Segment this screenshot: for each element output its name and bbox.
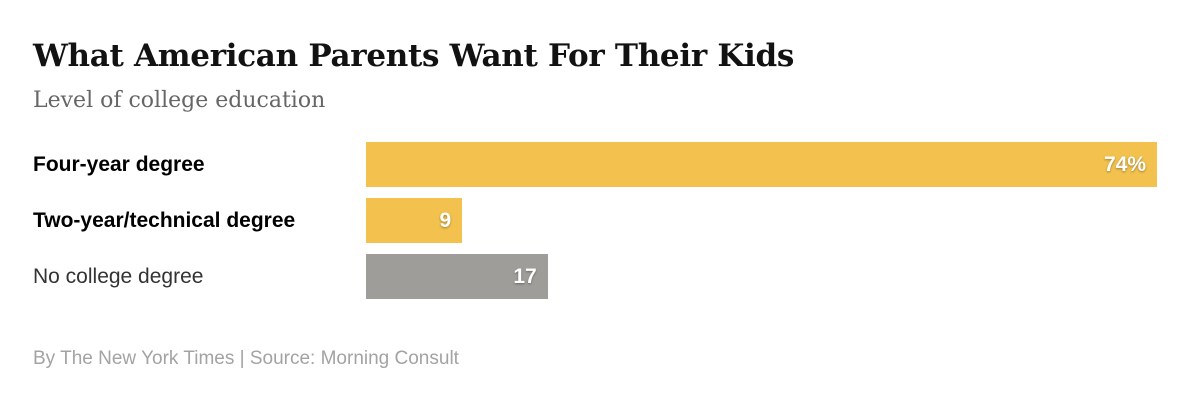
category-label: Two-year/technical degree bbox=[33, 208, 296, 232]
bar-value-label: 9 bbox=[439, 208, 452, 232]
chart-row: Two-year/technical degree 9 bbox=[33, 198, 1157, 243]
bar: 9 bbox=[366, 198, 463, 243]
chart-credit: By The New York Times | Source: Morning … bbox=[33, 348, 459, 369]
bar-track: 9 bbox=[366, 198, 1157, 243]
bar: 74% bbox=[366, 142, 1157, 187]
chart-container: What American Parents Want For Their Kid… bbox=[0, 38, 1200, 413]
category-label: No college degree bbox=[33, 264, 204, 288]
chart-row: Four-year degree 74% bbox=[33, 142, 1157, 187]
bar-track: 74% bbox=[366, 142, 1157, 187]
bar-value-label: 74% bbox=[1103, 152, 1146, 176]
chart-title: What American Parents Want For Their Kid… bbox=[33, 38, 795, 74]
chart-row: No college degree 17 bbox=[33, 254, 1157, 299]
bar-track: 17 bbox=[366, 254, 1157, 299]
category-label: Four-year degree bbox=[33, 152, 205, 176]
chart-subtitle: Level of college education bbox=[33, 88, 326, 113]
bar-chart: Four-year degree 74% Two-year/technical … bbox=[33, 142, 1157, 299]
bar: 17 bbox=[366, 254, 548, 299]
bar-value-label: 17 bbox=[513, 264, 537, 288]
